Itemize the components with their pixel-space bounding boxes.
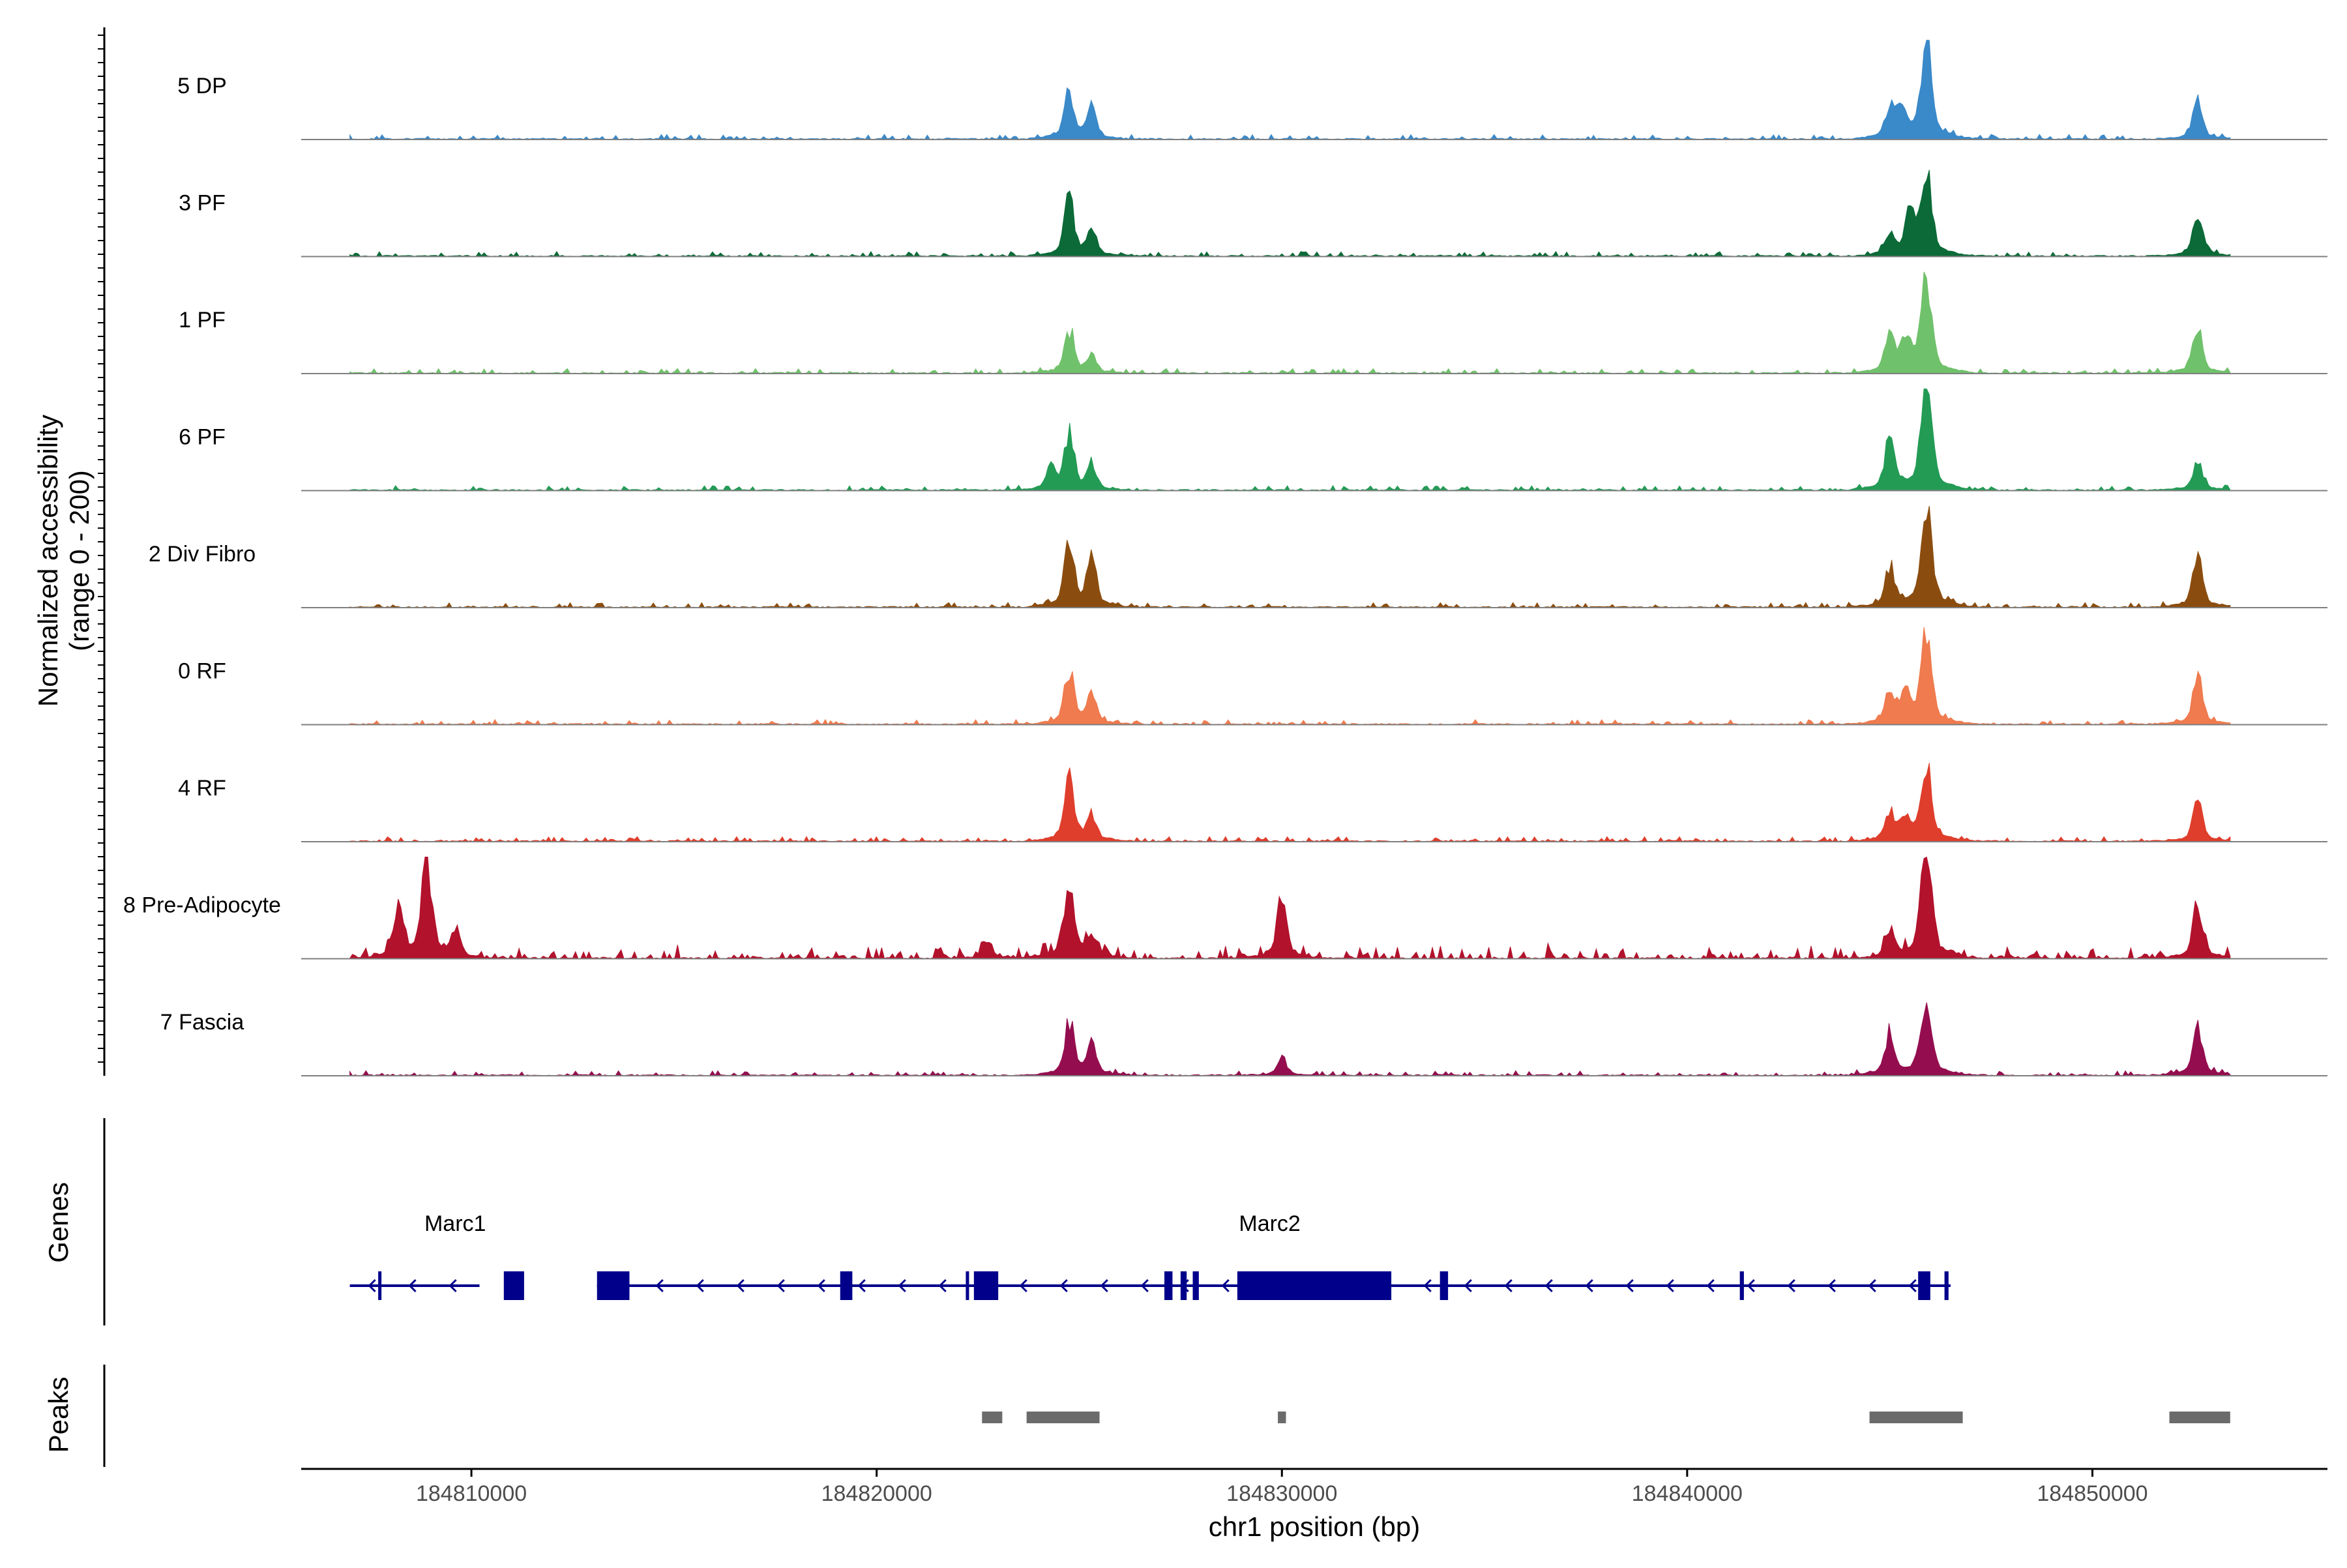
exon bbox=[597, 1271, 630, 1300]
coverage-area bbox=[349, 763, 2231, 842]
exon bbox=[378, 1271, 382, 1300]
strand-arrow bbox=[1868, 1279, 1876, 1293]
exon bbox=[1944, 1271, 1949, 1300]
peak-track bbox=[103, 1365, 2230, 1467]
strand-arrow bbox=[408, 1279, 417, 1293]
strand-arrow bbox=[1544, 1279, 1553, 1293]
strand-arrow bbox=[1706, 1279, 1715, 1293]
strand-arrow bbox=[1666, 1279, 1674, 1293]
peak-region bbox=[1026, 1412, 1100, 1423]
strand-arrow bbox=[1059, 1279, 1068, 1293]
peak-region bbox=[1278, 1412, 1286, 1423]
strand-arrow bbox=[1625, 1279, 1634, 1293]
peak-region bbox=[982, 1412, 1003, 1423]
strand-arrow bbox=[898, 1279, 906, 1293]
track-5-dp: 5 DP bbox=[177, 39, 2327, 140]
coverage-area bbox=[349, 389, 2231, 492]
x-axis: 184810000 184820000 184830000 184840000 1848… bbox=[301, 1468, 2327, 1506]
gene-marc1: Marc1 bbox=[349, 1211, 524, 1300]
strand-arrow bbox=[817, 1279, 825, 1293]
coverage-area bbox=[349, 39, 2231, 140]
exon bbox=[1164, 1271, 1173, 1300]
x-tick-label: 184820000 bbox=[821, 1481, 932, 1506]
track-label: 5 DP bbox=[177, 74, 227, 98]
strand-arrow bbox=[1504, 1279, 1513, 1293]
coverage-area bbox=[349, 170, 2231, 258]
track-0-rf: 0 RF bbox=[178, 627, 2327, 726]
track-1-pf: 1 PF bbox=[179, 271, 2327, 374]
exon bbox=[1180, 1271, 1187, 1300]
track-label: 3 PF bbox=[179, 191, 226, 216]
tracks-layer: 5 DP 3 PF 1 PF 6 PF 2 Div Fibro 0 RF 4 RF 8 Pre… bbox=[98, 27, 2327, 1076]
track-label: 0 RF bbox=[178, 659, 226, 684]
strand-arrow bbox=[1464, 1279, 1472, 1293]
gene-label: Marc1 bbox=[424, 1211, 486, 1236]
strand-arrow bbox=[368, 1279, 376, 1293]
exon bbox=[966, 1271, 969, 1300]
track-2-div-fibro: 2 Div Fibro bbox=[149, 505, 2327, 608]
exon bbox=[1439, 1271, 1449, 1300]
coverage-area bbox=[349, 856, 2231, 960]
strand-arrow bbox=[1019, 1279, 1027, 1293]
strand-arrow bbox=[1100, 1279, 1108, 1293]
track-label: 6 PF bbox=[179, 425, 226, 450]
x-tick-label: 184810000 bbox=[416, 1481, 527, 1506]
track-label: 2 Div Fibro bbox=[149, 542, 256, 567]
genes-track-title: Genes bbox=[43, 1182, 74, 1263]
strand-arrow bbox=[1423, 1279, 1432, 1293]
peaks-track-title: Peaks bbox=[43, 1377, 74, 1453]
y-axis-title-line2: (range 0 - 200) bbox=[64, 470, 95, 651]
strand-arrow bbox=[449, 1279, 457, 1293]
strand-arrow bbox=[655, 1279, 664, 1293]
x-tick-label: 184840000 bbox=[1632, 1481, 1743, 1506]
coverage-area bbox=[349, 1002, 2231, 1076]
strand-arrow bbox=[776, 1279, 785, 1293]
strand-arrow bbox=[1140, 1279, 1149, 1293]
strand-arrow bbox=[1787, 1279, 1795, 1293]
track-label: 4 RF bbox=[178, 776, 226, 801]
strand-arrow bbox=[736, 1279, 745, 1293]
peak-region bbox=[1869, 1412, 1963, 1423]
track-label: 1 PF bbox=[179, 308, 226, 333]
track-label: 8 Pre-Adipocyte bbox=[123, 893, 281, 918]
exon bbox=[503, 1271, 524, 1300]
strand-arrow bbox=[1747, 1279, 1755, 1293]
strand-arrow bbox=[1908, 1279, 1917, 1293]
strand-arrow bbox=[1221, 1279, 1230, 1293]
track-4-rf: 4 RF bbox=[178, 763, 2327, 842]
coverage-area bbox=[349, 505, 2231, 608]
track-label: 7 Fascia bbox=[160, 1010, 244, 1035]
strand-arrow bbox=[1585, 1279, 1593, 1293]
strand-arrow bbox=[938, 1279, 947, 1293]
track-6-pf: 6 PF bbox=[179, 389, 2327, 492]
strand-arrow bbox=[1827, 1279, 1836, 1293]
y-axis-title-line1: Normalized accessibility bbox=[33, 415, 63, 707]
exon bbox=[1739, 1271, 1744, 1300]
y-axis-title: Normalized accessibility (range 0 - 200) bbox=[33, 415, 95, 707]
coverage-area bbox=[349, 627, 2231, 726]
x-tick-label: 184830000 bbox=[1226, 1481, 1337, 1506]
coverage-area bbox=[349, 271, 2231, 374]
exon bbox=[1237, 1271, 1392, 1300]
peak-region bbox=[2169, 1412, 2230, 1423]
x-axis-title: chr1 position (bp) bbox=[1209, 1511, 1421, 1542]
gene-marc2: Marc2 bbox=[597, 1211, 1951, 1300]
gene-label: Marc2 bbox=[1239, 1211, 1300, 1236]
track-3-pf: 3 PF bbox=[179, 170, 2327, 258]
exon bbox=[1918, 1271, 1930, 1300]
strand-arrow bbox=[857, 1279, 866, 1293]
track-8-pre-adipocyte: 8 Pre-Adipocyte bbox=[123, 856, 2327, 960]
track-7-fascia: 7 Fascia bbox=[160, 1002, 2327, 1076]
gene-annotation-track: Marc1 Marc2 bbox=[103, 1118, 1951, 1325]
exon bbox=[973, 1271, 999, 1300]
exon bbox=[840, 1271, 853, 1300]
strand-arrow bbox=[696, 1279, 704, 1293]
x-tick-label: 184850000 bbox=[2037, 1481, 2148, 1506]
exon bbox=[1192, 1271, 1199, 1300]
